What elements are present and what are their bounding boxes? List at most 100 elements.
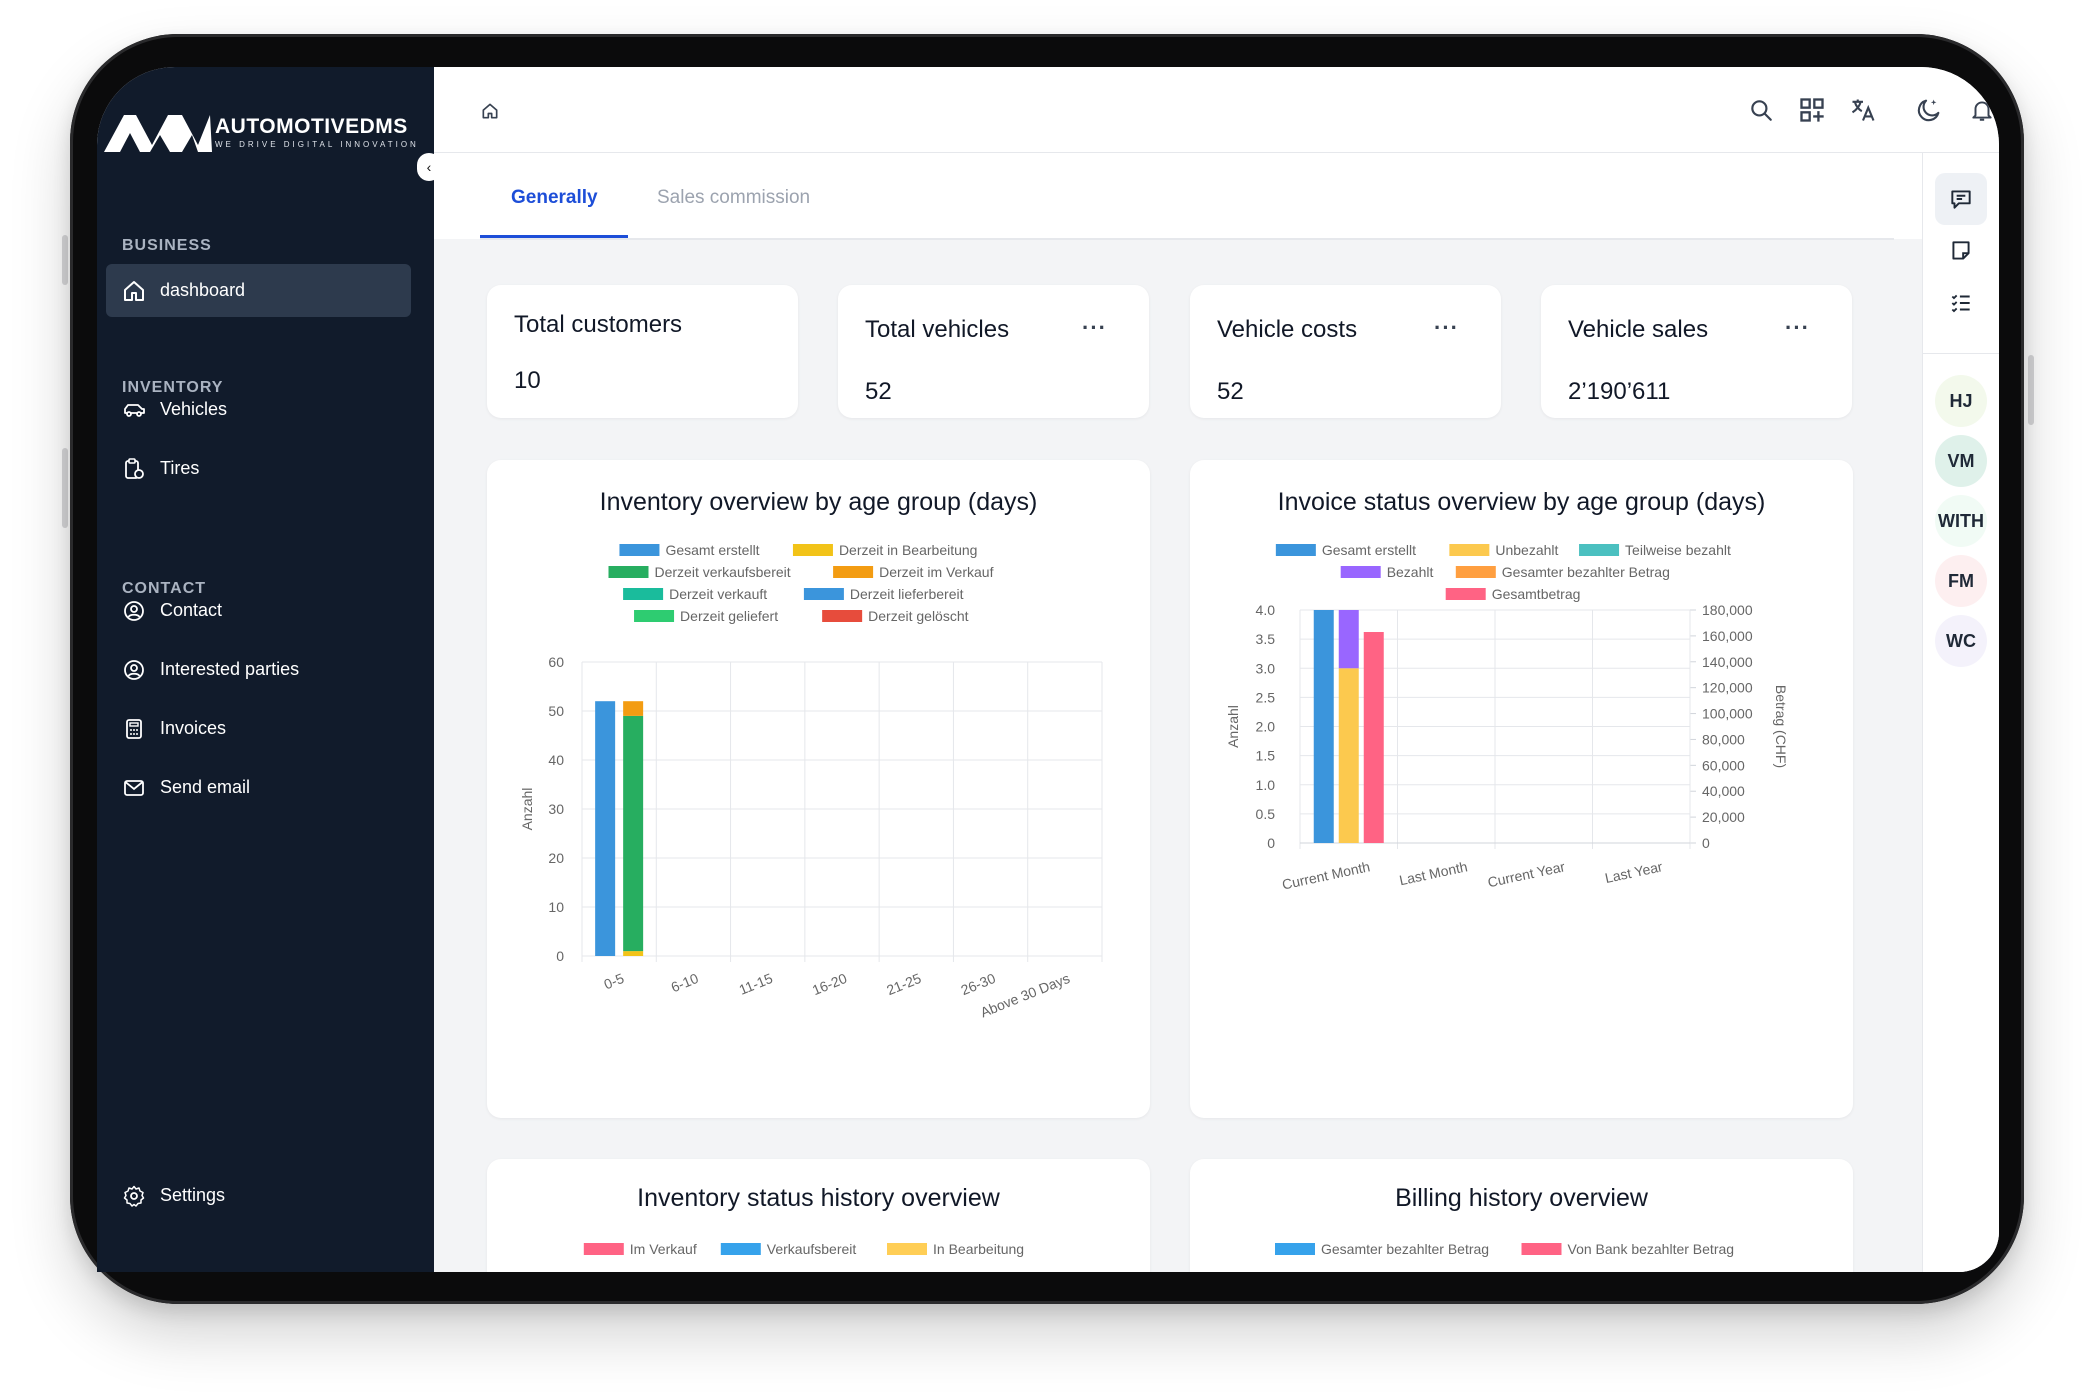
user-circle-icon	[124, 659, 144, 680]
x-tick-label: 16-20	[810, 970, 849, 998]
tire-clipboard-icon	[125, 457, 144, 479]
rail-avatar[interactable]: WC	[1935, 615, 1987, 667]
translate-icon[interactable]	[1848, 95, 1878, 125]
legend-label: Teilweise bezahlt	[1625, 542, 1731, 558]
stat-card-vehicle-costs: Vehicle costs ··· 52	[1190, 285, 1501, 418]
stat-value: 52	[1217, 378, 1244, 405]
brand-logo-icon	[104, 115, 212, 152]
invoice-status-chart: Gesamt erstellt Unbezahlt Teilweise bezahl…	[1225, 542, 1789, 893]
chat-icon[interactable]	[1935, 173, 1987, 225]
sidebar-item-tires[interactable]: Tires	[106, 442, 411, 495]
sidebar-item-invoices[interactable]: Invoices	[106, 702, 411, 755]
sidebar-item-settings[interactable]: Settings	[106, 1169, 411, 1222]
legend-label: Gesamter bezahlter Betrag	[1502, 564, 1670, 580]
legend-label: Von Bank bezahlter Betrag	[1568, 1241, 1735, 1257]
stat-title: Vehicle costs	[1217, 316, 1358, 343]
search-icon[interactable]	[1746, 95, 1776, 125]
stat-card-total-customers: Total customers 10	[487, 285, 798, 418]
more-options-icon[interactable]: ···	[1434, 315, 1459, 340]
topbar	[434, 67, 1999, 153]
legend-swatch	[1275, 544, 1316, 556]
rail-avatar[interactable]: FM	[1935, 555, 1987, 607]
y-tick-label: 3.0	[1256, 660, 1276, 676]
rail-avatar[interactable]: HJ	[1935, 375, 1987, 427]
legend-swatch	[822, 610, 863, 622]
legend-label: Verkaufsbereit	[767, 1241, 857, 1257]
rail-avatar[interactable]: VM	[1935, 435, 1987, 487]
right-rail: HJ VM WITH FM WC	[1922, 153, 1999, 1272]
stat-card-vehicle-sales: Vehicle sales ··· 2’190’611	[1541, 285, 1852, 418]
gear-icon	[123, 1185, 145, 1207]
section-title-inventory: INVENTORY	[122, 379, 224, 396]
legend-swatch	[887, 1243, 927, 1255]
legend-label: Derzeit geliefert	[680, 608, 778, 624]
legend-label: Derzeit gelöscht	[868, 608, 968, 624]
x-tick-label: 21-25	[884, 970, 923, 998]
more-options-icon[interactable]: ···	[1082, 315, 1107, 340]
sidebar-item-label: Interested parties	[160, 659, 300, 679]
y-tick-label: 3.5	[1256, 631, 1276, 647]
chart-title: Billing history overview	[1395, 1184, 1648, 1212]
legend-label: Im Verkauf	[630, 1241, 697, 1257]
tab-generally[interactable]: Generally	[511, 187, 598, 208]
calculator-icon	[126, 718, 142, 739]
legend-swatch	[634, 610, 675, 622]
legend-label: Unbezahlt	[1495, 542, 1558, 558]
tablet-side-button	[62, 448, 68, 528]
legend-label: Derzeit im Verkauf	[879, 564, 993, 580]
sidebar-item-vehicles[interactable]: Vehicles	[106, 383, 411, 436]
x-tick-label: Last Year	[1603, 858, 1664, 886]
sidebar: AUTOMOTIVEDMS WE DRIVE DIGITAL INNOVATIO…	[97, 67, 441, 1272]
legend-label: Derzeit verkauft	[669, 586, 767, 602]
legend-swatch	[803, 588, 844, 600]
legend-label: Gesamtbetrag	[1492, 586, 1581, 602]
x-tick-label: 0-5	[602, 970, 627, 992]
y2-axis-label: Betrag (CHF)	[1773, 685, 1789, 768]
more-options-icon[interactable]: ···	[1785, 315, 1810, 340]
y-tick-label: 0	[1267, 835, 1275, 851]
legend-swatch	[1340, 566, 1381, 578]
legend-swatch	[1275, 1243, 1315, 1255]
home-icon[interactable]	[480, 101, 500, 121]
y-tick-label: 50	[548, 703, 564, 719]
y-tick-label: 2.0	[1256, 719, 1276, 735]
sidebar-item-contact[interactable]: Contact	[106, 584, 411, 637]
bar	[1313, 610, 1334, 843]
legend-swatch	[583, 1243, 624, 1255]
stat-value: 52	[865, 378, 892, 405]
y2-tick-label: 60,000	[1702, 757, 1745, 773]
bar	[623, 715, 644, 952]
chart-title: Invoice status overview by age group (da…	[1277, 488, 1766, 516]
inventory-age-chart: Gesamt erstellt Derzeit in Bearbeitung Der…	[519, 542, 1103, 1020]
legend-label: Gesamt erstellt	[1322, 542, 1416, 558]
y2-tick-label: 120,000	[1702, 680, 1753, 696]
apps-icon[interactable]	[1797, 95, 1827, 125]
bar	[1338, 610, 1359, 669]
stat-value: 10	[514, 367, 541, 394]
sidebar-item-label: Tires	[160, 458, 200, 478]
rail-avatar[interactable]: WITH	[1935, 495, 1987, 547]
main-content: Generally Sales commission Total custome…	[434, 153, 1999, 1272]
checklist-icon[interactable]	[1935, 277, 1987, 329]
stat-card-total-vehicles: Total vehicles ··· 52	[838, 285, 1149, 418]
rail-divider	[1923, 353, 1999, 354]
section-title-business: BUSINESS	[122, 237, 212, 254]
x-tick-label: Last Month	[1398, 858, 1469, 888]
tablet-side-button	[2028, 355, 2034, 425]
sidebar-item-send-email[interactable]: Send email	[106, 761, 411, 814]
bar	[1338, 668, 1359, 843]
sidebar-item-label: Vehicles	[160, 399, 228, 419]
y-axis-label: Anzahl	[519, 788, 535, 831]
y2-tick-label: 160,000	[1702, 628, 1753, 644]
sidebar-item-interested-parties[interactable]: Interested parties	[106, 643, 411, 696]
sticky-note-icon[interactable]	[1935, 225, 1987, 277]
sidebar-item-dashboard[interactable]: dashboard	[106, 264, 411, 317]
legend-swatch	[1449, 544, 1490, 556]
tab-sales-commission[interactable]: Sales commission	[657, 187, 811, 208]
dark-mode-icon[interactable]	[1914, 95, 1944, 125]
chart-card-inventory-status-history: Inventory status history overview Im Ver…	[487, 1159, 1150, 1272]
legend-swatch	[619, 544, 660, 556]
bell-icon[interactable]	[1967, 95, 1997, 125]
stat-title: Total customers	[514, 311, 683, 338]
